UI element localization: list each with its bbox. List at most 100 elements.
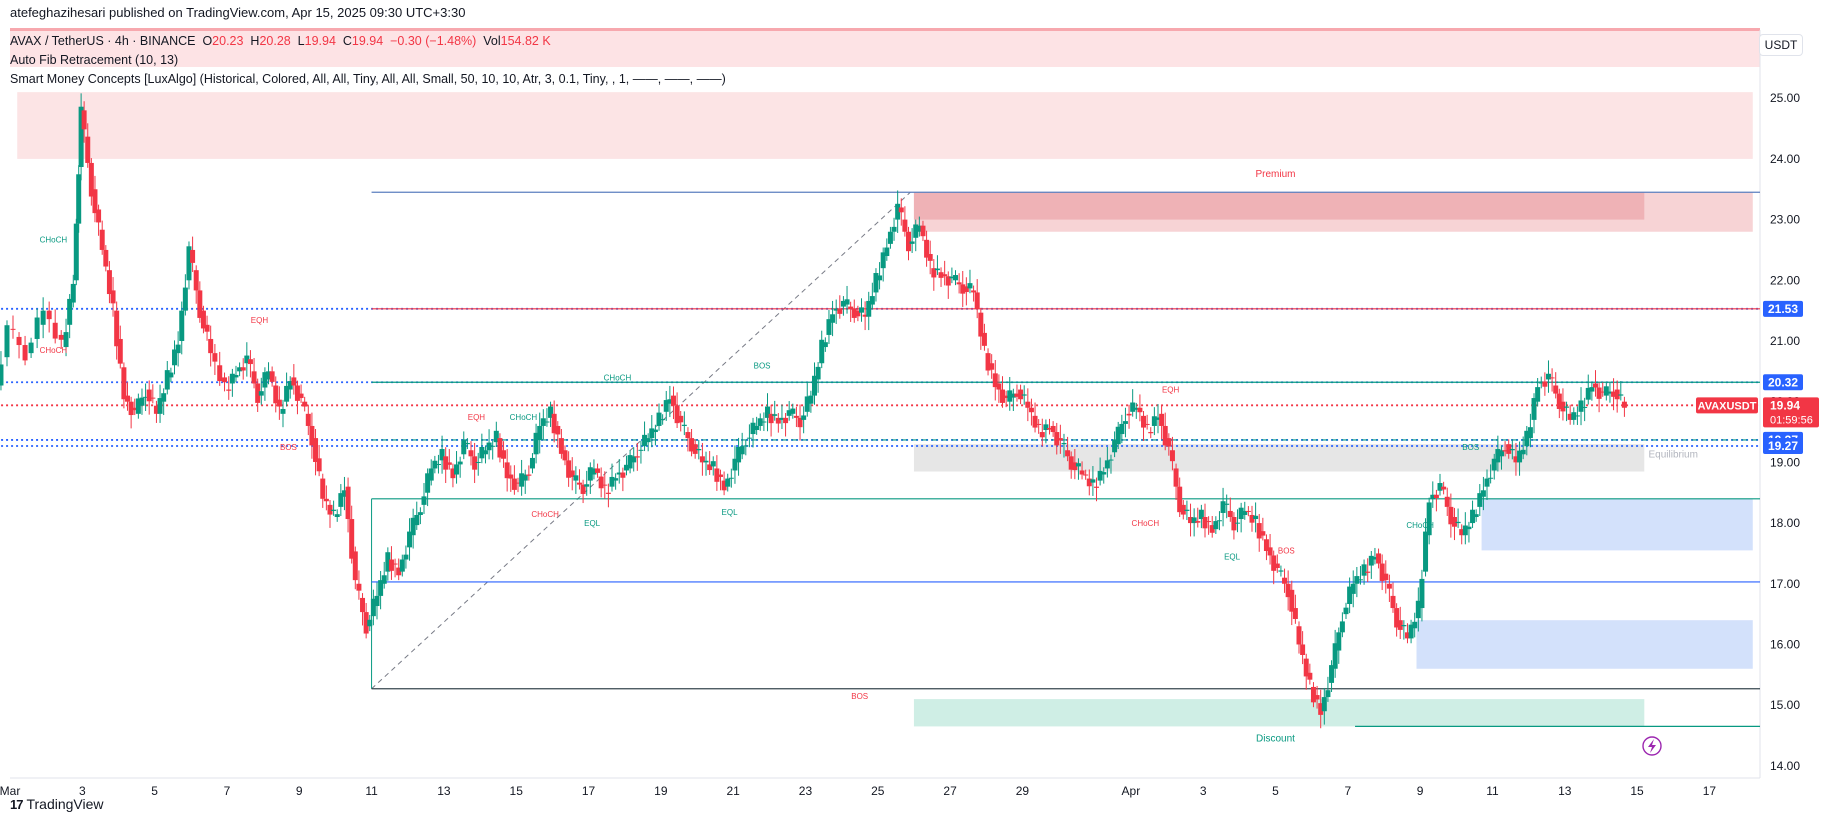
x-tick-12: 25 (871, 784, 885, 798)
candle-body (461, 440, 467, 455)
candle (797, 404, 803, 441)
candle-body (1047, 427, 1053, 430)
candle (85, 123, 91, 168)
candle (667, 385, 673, 418)
structure-label-8: CHoCH (604, 373, 632, 382)
candle-body (924, 239, 930, 258)
candle (692, 439, 698, 459)
candle (558, 429, 564, 459)
candle (1271, 550, 1277, 585)
candle-body (663, 400, 669, 412)
candle (873, 268, 879, 302)
candle-body (826, 319, 832, 335)
candle-body (1220, 501, 1226, 513)
candle (273, 376, 279, 413)
candle-body (1101, 472, 1107, 475)
candle (1607, 382, 1613, 403)
candle-body (1564, 406, 1570, 408)
candle-body (490, 445, 496, 447)
candle (909, 228, 915, 253)
candle (305, 404, 311, 436)
candle-body (1495, 449, 1501, 463)
candle (435, 454, 441, 474)
candle-body (1462, 525, 1468, 536)
structure-label-12: CHoCH (1132, 519, 1160, 528)
candle-body (858, 307, 864, 313)
candle (1462, 512, 1468, 545)
candle-body (576, 482, 582, 485)
x-tick-8: 17 (582, 784, 596, 798)
zone-label-2: Discount (1256, 734, 1295, 745)
candle (1177, 477, 1183, 518)
candle-body (1473, 514, 1479, 518)
candle-body (139, 397, 145, 406)
candle (504, 449, 510, 492)
candle-body (0, 364, 4, 386)
candle (392, 558, 398, 578)
candle-body (750, 422, 756, 435)
candle (1571, 407, 1577, 425)
candle-body (1245, 510, 1251, 512)
candle-body (1086, 478, 1092, 487)
candle-body (887, 231, 893, 244)
candle-body (1227, 510, 1233, 518)
symbol-title[interactable]: AVAX / TetherUS · 4h · BINANCE (10, 34, 196, 48)
candle-body (446, 462, 452, 465)
candle (869, 282, 875, 310)
candle-body (974, 292, 980, 310)
candle (848, 301, 854, 322)
candle (81, 101, 87, 143)
candle (1455, 508, 1461, 528)
candle (367, 614, 373, 632)
candle-body (475, 461, 481, 463)
candle (1224, 494, 1230, 519)
candle (580, 479, 586, 504)
candle (1354, 566, 1360, 598)
volume-label: Vol (483, 34, 501, 48)
indicator-smc[interactable]: Smart Money Concepts [LuxAlgo] (Historic… (10, 72, 726, 86)
candle-body (1242, 510, 1248, 515)
currency-button[interactable]: USDT (1759, 34, 1803, 56)
price-tag-0 (1763, 300, 1803, 317)
candle (616, 459, 622, 484)
candle (186, 241, 192, 290)
x-tick-22: 15 (1630, 784, 1644, 798)
tradingview-footer: 17 TradingView (10, 796, 104, 812)
candle (992, 360, 998, 401)
candle-body (439, 449, 445, 461)
candle (913, 219, 919, 252)
y-tick-10: 15.00 (1770, 698, 1800, 712)
candle (1169, 436, 1175, 471)
candle (16, 332, 22, 359)
candle (1549, 368, 1555, 392)
candle-body (573, 475, 579, 481)
candle-body (1206, 521, 1212, 523)
candle-body (1122, 421, 1128, 424)
candle (1318, 689, 1324, 729)
x-tick-14: 29 (1016, 784, 1030, 798)
candle (981, 323, 987, 351)
candle (1473, 509, 1479, 522)
candle (1376, 548, 1382, 569)
candle-body (931, 268, 937, 278)
candle-body (891, 226, 897, 232)
candle (1068, 451, 1074, 479)
candle-body (895, 203, 901, 220)
symbol-tag (1696, 397, 1758, 414)
candle (316, 444, 322, 477)
indicator-fib[interactable]: Auto Fib Retracement (10, 13) (10, 53, 179, 67)
candle-body (1075, 463, 1081, 467)
candle-body (837, 308, 843, 314)
candle-body (168, 372, 174, 378)
candle (1509, 439, 1515, 460)
candle (464, 438, 470, 450)
candle-body (956, 282, 962, 285)
candle-body (88, 162, 94, 197)
candle-body (1567, 413, 1573, 420)
candle-body (670, 395, 676, 406)
candle (858, 298, 864, 322)
symbol-tag-text: AVAXUSDT (1698, 400, 1757, 412)
candle (1050, 421, 1056, 437)
x-tick-0: Mar (0, 784, 20, 798)
